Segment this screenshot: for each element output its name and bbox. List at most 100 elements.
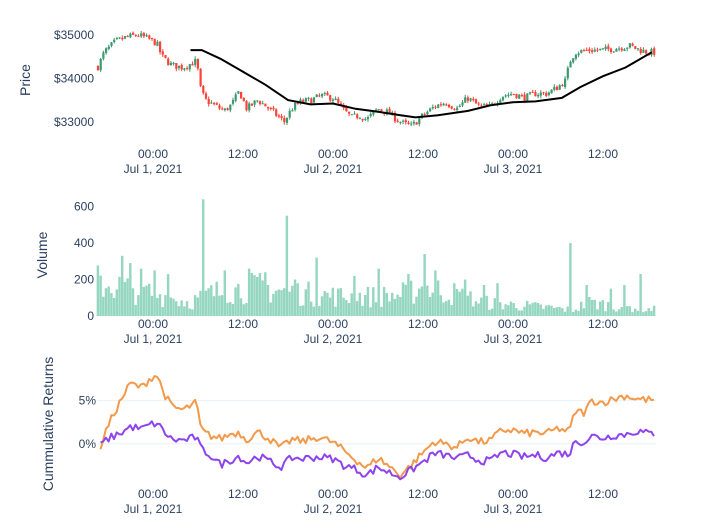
returns-ytick-label: 0% [79,437,97,451]
volume-bar [142,286,145,316]
volume-bar [531,302,534,316]
price-xtick-label: 12:00 [408,147,438,161]
candle-up [194,58,197,65]
candle-down [415,122,418,125]
candle-down [213,103,216,105]
volume-bar-series [96,199,656,316]
candle-down [380,109,383,112]
returns-xtick-date-label: Jul 3, 2021 [484,502,543,516]
volume-bar [401,282,405,316]
candle-down [204,93,208,99]
volume-bar [388,301,391,316]
candle-up [437,104,440,108]
volume-bar [396,294,399,316]
candle-down [148,35,151,39]
candle-down [450,106,453,109]
volume-bar [148,283,151,316]
volume-bar [445,301,448,316]
candle-up [353,113,356,115]
candle-up [366,117,370,120]
candle-up [461,102,464,106]
volume-xtick-label: 00:00 [498,317,528,331]
candle-down [447,104,451,108]
volume-bar [542,308,545,316]
volume-bar [593,299,596,316]
volume-bar [277,289,280,316]
candle-up [539,92,542,96]
volume-bar [547,305,550,316]
volume-bar [447,299,451,316]
candle-up [102,52,105,59]
candle-up [350,114,353,116]
volume-bar [385,292,388,316]
volume-bar [426,285,429,316]
volume-bar [239,298,243,316]
volume-xtick-label: 00:00 [138,317,168,331]
volume-bar [320,296,324,316]
volume-bar [242,304,245,316]
candle-down [191,63,194,66]
candle-up [285,117,289,123]
volume-xtick-date-label: Jul 2, 2021 [304,332,363,346]
candle-up [577,53,580,56]
volume-bar [231,304,235,316]
volume-bar [175,301,178,316]
candle-down [167,58,170,66]
candle-up [483,104,486,106]
volume-bar [223,270,226,316]
candle-down [142,33,145,37]
volume-bar [607,302,610,316]
returns-xtick-label: 12:00 [228,487,258,501]
volume-bar [577,310,580,316]
candle-down [585,49,588,51]
candle-up [402,120,405,122]
candle-up [418,118,421,125]
volume-bar [102,296,105,316]
volume-bar [536,303,540,316]
volume-bar [636,310,640,316]
volume-bar [291,285,294,316]
candle-up [469,98,472,101]
volume-bar [515,308,518,316]
candle-up [618,48,621,50]
candle-up [375,109,378,112]
candle-down [207,99,210,105]
candle-up [566,67,569,79]
candle-down [561,85,564,87]
volume-bar [123,282,127,316]
volume-bar [193,295,197,316]
candle-up [604,46,607,50]
candle-up [210,102,213,104]
volume-bar [539,304,542,316]
candle-up [377,109,380,111]
candle-up [321,94,324,97]
candle-down [423,113,426,115]
candle-up [623,49,626,51]
volume-bar [377,268,380,316]
volume-xtick-label: 12:00 [588,317,618,331]
volume-bar [296,283,299,316]
candle-down [150,37,154,39]
volume-bar [180,300,183,316]
candle-down [555,86,559,91]
returns-xtick-label: 00:00 [498,487,528,501]
volume-bar [428,296,432,316]
volume-bar [253,275,256,316]
volume-bar [455,288,459,316]
volume-bar [517,310,521,316]
candle-down [620,48,623,51]
candle-up [291,110,294,112]
candle-down [245,100,248,111]
volume-bar [612,309,615,316]
volume-bar [412,303,415,316]
candle-down [240,91,243,99]
candle-down [388,108,391,115]
candle-down [337,98,340,103]
volume-bar [380,306,383,316]
candle-down [318,95,321,97]
volume-bar [153,270,156,316]
volume-bar [126,278,129,316]
volume-bar [409,280,413,316]
price-xtick-label: 00:00 [138,147,168,161]
volume-bar [415,296,418,316]
